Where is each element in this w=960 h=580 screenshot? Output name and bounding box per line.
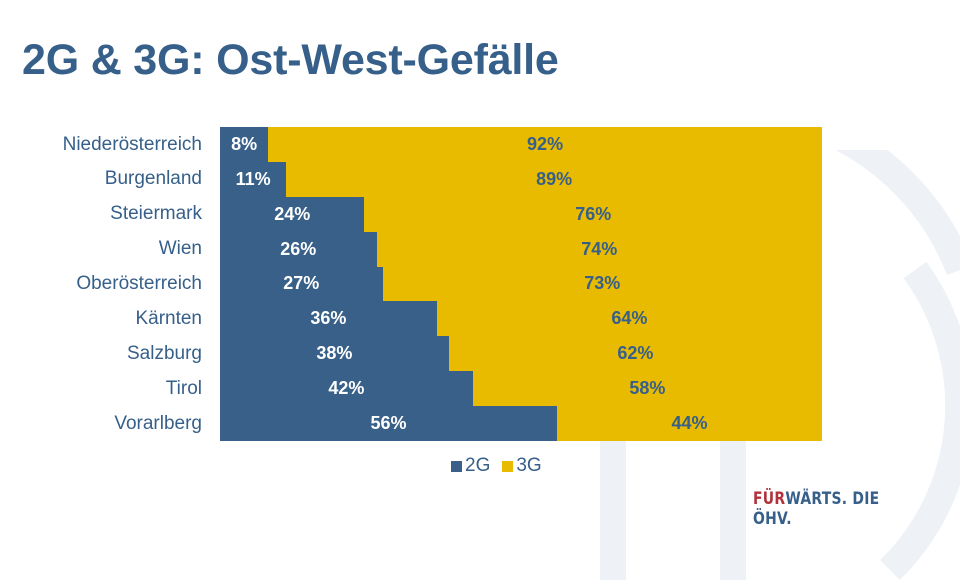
- bar-segment-2g: 8%: [220, 127, 269, 162]
- bar-row: 27% 73%: [220, 266, 822, 302]
- category-label: Burgenland: [104, 168, 202, 190]
- bar-row: 8% 92%: [220, 127, 822, 162]
- bar-segment-2g: 24%: [220, 196, 365, 232]
- category-label: Oberösterreich: [76, 273, 202, 295]
- category-label: Wien: [158, 238, 202, 260]
- bar-row: 56% 44%: [220, 406, 822, 441]
- bar-segment-3g: 76%: [364, 196, 822, 232]
- bar-segment-3g: 73%: [382, 266, 822, 302]
- chart-legend: 2G 3G: [451, 455, 554, 477]
- bar-segment-2g: 27%: [220, 266, 383, 302]
- brand-slogan-blue: WÄRTS. DIE ÖHV.: [753, 489, 880, 529]
- bar-segment-3g: 74%: [376, 231, 822, 267]
- bar-row: 24% 76%: [220, 196, 822, 232]
- bar-segment-3g: 62%: [448, 336, 822, 372]
- legend-swatch-2g: [451, 460, 462, 472]
- category-label: Tirol: [165, 377, 202, 399]
- bar-row: 11% 89%: [220, 161, 822, 197]
- bar-row: 42% 58%: [220, 371, 822, 407]
- legend-item-3g: 3G: [502, 455, 542, 477]
- category-label: Salzburg: [127, 342, 202, 364]
- bar-segment-3g: 64%: [436, 301, 822, 337]
- legend-label-2g: 2G: [465, 455, 491, 476]
- bar-segment-2g: 56%: [220, 406, 558, 441]
- stacked-bar-chart: 8% 92% 11% 89% 24% 76% 26% 74% 27% 73% 36% 64% 38% 62…: [220, 127, 822, 441]
- bar-row: 38% 62%: [220, 336, 822, 372]
- bar-segment-2g: 11%: [220, 161, 287, 197]
- category-label: Kärnten: [135, 307, 202, 329]
- bar-segment-3g: 92%: [268, 127, 822, 162]
- page-title: 2G & 3G: Ost-West-Gefälle: [22, 36, 559, 84]
- legend-swatch-3g: [502, 460, 514, 472]
- bar-segment-2g: 38%: [220, 336, 449, 372]
- bar-row: 36% 64%: [220, 301, 822, 337]
- bar-segment-2g: 36%: [220, 301, 437, 337]
- category-label: Vorarlberg: [114, 412, 202, 434]
- category-label: Niederösterreich: [62, 133, 202, 155]
- legend-item-2g: 2G: [451, 455, 490, 477]
- bar-row: 26% 74%: [220, 231, 822, 267]
- bar-segment-3g: 44%: [557, 406, 822, 441]
- bar-segment-3g: 89%: [286, 161, 822, 197]
- bar-segment-2g: 42%: [220, 371, 473, 407]
- legend-label-3g: 3G: [516, 455, 542, 476]
- brand-slogan: FÜRWÄRTS. DIE ÖHV.: [753, 489, 923, 529]
- brand-slogan-red: FÜR: [753, 489, 786, 509]
- bar-segment-3g: 58%: [472, 371, 822, 407]
- category-label: Steiermark: [110, 203, 202, 225]
- bar-segment-2g: 26%: [220, 231, 377, 267]
